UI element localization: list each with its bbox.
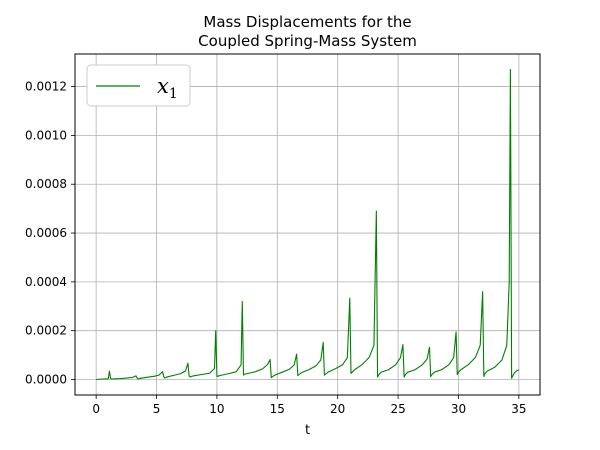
x-tick-label: 15 [270, 402, 285, 416]
x-tick-label: 0 [92, 402, 100, 416]
x-tick-label: 10 [209, 402, 224, 416]
y-tick-label: 0.0000 [25, 373, 67, 387]
grid [75, 54, 540, 395]
x-tick-label: 35 [511, 402, 526, 416]
chart-title: Mass Displacements for the Coupled Sprin… [198, 13, 417, 50]
x-axis: 0 5 10 15 20 25 30 35 [92, 395, 527, 416]
x-tick-label: 30 [451, 402, 466, 416]
y-axis: 0.0000 0.0002 0.0004 0.0006 0.0008 0.0010 0.00… [25, 80, 75, 387]
x-tick-label: 25 [390, 402, 405, 416]
legend-label-x1: x1 [157, 74, 178, 102]
y-tick-label: 0.0012 [25, 80, 67, 94]
x-tick-label: 5 [153, 402, 161, 416]
legend: x1 [86, 64, 191, 107]
y-tick-label: 0.0010 [25, 128, 67, 142]
legend-label-subscript: 1 [169, 86, 178, 102]
chart-title-line-2: Coupled Spring-Mass System [198, 32, 417, 50]
x-tick-label: 20 [330, 402, 345, 416]
plot-area [96, 68, 520, 381]
y-tick-label: 0.0008 [25, 177, 67, 191]
y-tick-label: 0.0002 [25, 324, 67, 338]
y-tick-label: 0.0004 [25, 275, 67, 289]
x-axis-label: t [305, 423, 310, 438]
legend-label-main: x [157, 74, 169, 98]
y-tick-label: 0.0006 [25, 226, 67, 240]
series-line-x1 [96, 68, 520, 381]
axes-frame [74, 53, 541, 396]
chart-title-line-1: Mass Displacements for the [203, 13, 411, 31]
